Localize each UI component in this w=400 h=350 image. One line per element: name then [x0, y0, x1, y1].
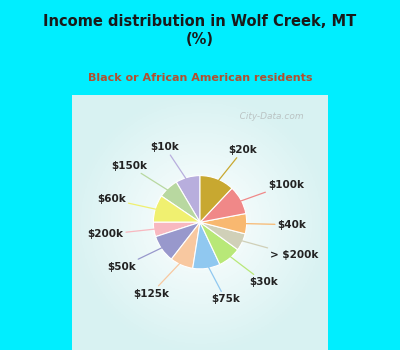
- Text: $60k: $60k: [97, 194, 159, 210]
- Text: $75k: $75k: [207, 264, 240, 304]
- Text: $30k: $30k: [228, 254, 278, 287]
- Wedge shape: [153, 222, 200, 237]
- Wedge shape: [200, 188, 246, 222]
- Wedge shape: [200, 222, 238, 265]
- Wedge shape: [156, 222, 200, 259]
- Wedge shape: [176, 176, 200, 222]
- Text: $10k: $10k: [151, 142, 188, 182]
- Wedge shape: [200, 214, 247, 234]
- Wedge shape: [162, 182, 200, 222]
- Text: $200k: $200k: [87, 229, 158, 239]
- Wedge shape: [193, 222, 220, 269]
- Text: $125k: $125k: [133, 261, 182, 299]
- Text: > $200k: > $200k: [238, 240, 319, 260]
- Wedge shape: [172, 222, 200, 268]
- Wedge shape: [200, 222, 245, 250]
- Text: Black or African American residents: Black or African American residents: [88, 73, 312, 83]
- Text: City-Data.com: City-Data.com: [231, 112, 303, 121]
- Text: $100k: $100k: [237, 180, 304, 202]
- Text: $150k: $150k: [111, 161, 170, 192]
- Wedge shape: [153, 196, 200, 222]
- Wedge shape: [200, 176, 232, 222]
- Text: Income distribution in Wolf Creek, MT
(%): Income distribution in Wolf Creek, MT (%…: [43, 14, 357, 47]
- Text: $40k: $40k: [242, 220, 306, 230]
- Text: $50k: $50k: [108, 246, 165, 272]
- Text: $20k: $20k: [216, 145, 257, 183]
